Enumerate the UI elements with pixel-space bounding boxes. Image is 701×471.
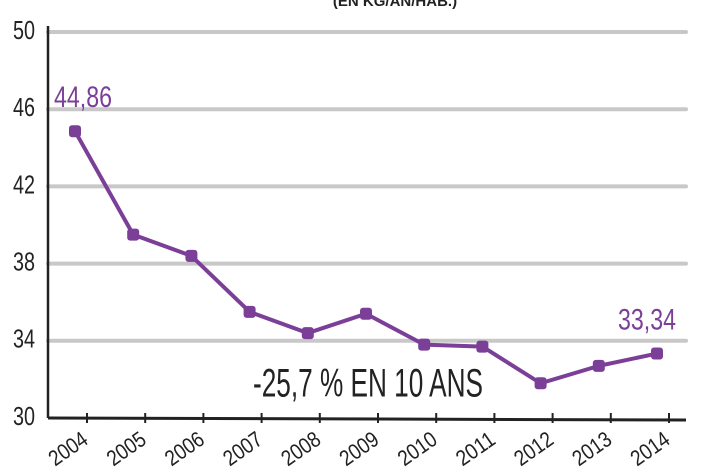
y-tick-label: 38: [13, 246, 35, 276]
x-tick-label: 2006: [160, 426, 209, 471]
x-tick-label: 2013: [567, 426, 616, 471]
marker: [534, 377, 547, 390]
y-tick-label: 42: [13, 169, 35, 199]
marker: [418, 338, 431, 351]
line: [73, 130, 658, 386]
marker: [592, 359, 605, 372]
x-tick-label: 2004: [44, 426, 93, 471]
y-tick-label: 46: [13, 92, 35, 122]
x-tick-label: 2008: [276, 426, 325, 471]
x-tick-label: 2011: [451, 426, 500, 471]
x-tick-label: 2014: [626, 426, 675, 471]
x-tick-label: 2010: [393, 426, 442, 471]
y-tick-label: 50: [13, 15, 35, 45]
marker: [360, 307, 372, 320]
marker: [69, 125, 81, 138]
data-label: 44,86: [54, 81, 112, 114]
marker: [476, 340, 489, 353]
marker: [243, 305, 256, 318]
annotation: -25,7 % EN 10 ANS: [253, 362, 483, 406]
x-axis: [47, 416, 687, 422]
x-tick-label: 2009: [335, 426, 384, 471]
x-tick-label: 2012: [509, 426, 558, 471]
y-tick-label: 34: [13, 324, 35, 354]
data-label: 33,34: [618, 303, 676, 336]
x-tick-label: 2005: [102, 426, 151, 471]
y-tick-label: 30: [13, 401, 35, 431]
marker: [127, 228, 140, 241]
marker: [301, 327, 314, 340]
marker: [185, 249, 198, 262]
marker: [651, 347, 663, 360]
x-tick-label: 2007: [218, 426, 267, 471]
chart-subtitle: (EN KG/AN/HAB.): [333, 0, 457, 10]
